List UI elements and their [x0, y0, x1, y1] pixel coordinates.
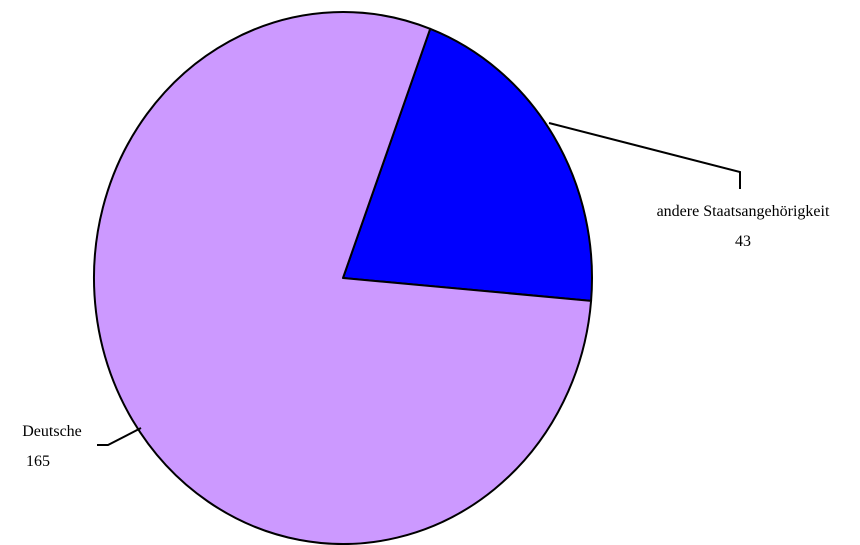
- leader-lines: [97, 122, 741, 446]
- slice-label-deutsche: Deutsche: [22, 423, 82, 440]
- pie-slice-andere: [342, 27, 593, 302]
- leader-line-andere: [548, 122, 741, 189]
- slice-label-andere: andere Staatsangehörigkeit: [657, 203, 830, 220]
- leader-line-deutsche: [97, 427, 142, 446]
- slice-value-andere: 43: [735, 233, 751, 250]
- pie-slice-deutsche: [93, 11, 593, 545]
- slice-value-deutsche: 165: [26, 453, 50, 470]
- pie-slices: [93, 11, 593, 545]
